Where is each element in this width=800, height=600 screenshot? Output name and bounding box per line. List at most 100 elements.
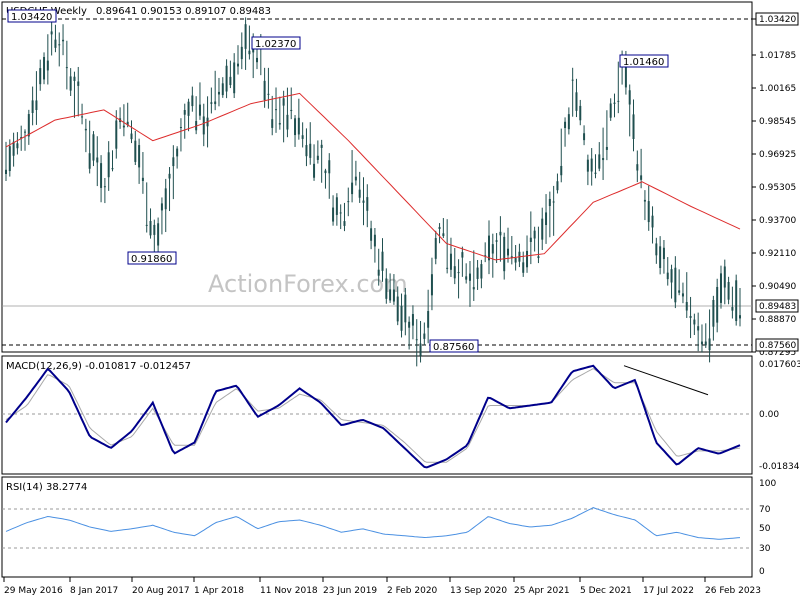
price-annotations: 1.03420 1.02370 0.91860 0.87560 1.01460 <box>7 9 669 353</box>
x-tick-label: 23 Jun 2019 <box>323 586 377 596</box>
low-price-label-box <box>755 338 799 352</box>
candle-body <box>564 121 567 129</box>
macd-y-tick-label: 0.00 <box>759 410 779 420</box>
candle-body <box>643 199 646 202</box>
candle-body <box>58 44 61 46</box>
candle-body <box>282 98 285 106</box>
candle-body <box>271 119 274 128</box>
candle-body <box>153 224 156 235</box>
candle-body <box>678 290 681 293</box>
candle-body <box>8 146 11 172</box>
candle-body <box>529 237 532 242</box>
candle-body <box>522 262 525 273</box>
annotation-box <box>619 54 669 68</box>
candle-body <box>305 145 308 157</box>
candle-body <box>46 60 49 71</box>
candle-body <box>411 314 414 326</box>
rsi-y-tick-label: 50 <box>759 524 771 534</box>
candle-body <box>434 238 437 259</box>
candle-body <box>373 234 376 247</box>
candle-body <box>579 105 582 121</box>
candle-body <box>662 247 665 260</box>
candle-body <box>332 207 335 222</box>
candle-body <box>461 252 464 258</box>
candle-body <box>571 79 574 81</box>
candle-body <box>24 131 27 133</box>
candle-body <box>354 176 357 181</box>
watermark: ActionForex.com <box>208 270 408 298</box>
x-tick-label: 1 Apr 2018 <box>194 586 244 596</box>
candle-body <box>381 251 384 271</box>
candle-body <box>358 189 361 198</box>
candle-body <box>160 203 163 211</box>
annotation-label: 1.01460 <box>623 57 664 68</box>
candle-body <box>351 182 354 195</box>
candle-body <box>427 311 430 328</box>
candle-body <box>423 333 426 339</box>
x-tick-label: 26 Feb 2023 <box>705 586 761 596</box>
candle-body <box>613 102 616 104</box>
candle-body <box>514 258 517 263</box>
candle-body <box>168 173 171 179</box>
candle-body <box>347 201 350 203</box>
candle-body <box>225 65 228 92</box>
candle-body <box>62 39 65 42</box>
candle-body <box>537 256 540 259</box>
candle-body <box>468 273 471 281</box>
candle-body <box>229 76 232 86</box>
low-price-label: 0.87560 <box>759 341 796 351</box>
macd-title: MACD(12,26,9) -0.010817 -0.012457 <box>6 361 191 372</box>
candle-body <box>149 220 152 236</box>
candle-body <box>719 273 722 303</box>
x-tick-label: 20 Aug 2017 <box>132 586 190 596</box>
candle-body <box>624 64 627 88</box>
annotation-label: 1.03420 <box>11 12 52 23</box>
candle-body <box>442 233 445 237</box>
macd-y-tick-label: 0.017603 <box>759 360 800 370</box>
candle-body <box>324 170 327 174</box>
y-tick-label: 0.90490 <box>759 282 796 292</box>
candle-body <box>389 289 392 301</box>
candle-body <box>731 307 734 311</box>
candle-body <box>50 31 53 35</box>
candle-body <box>244 24 247 49</box>
candle-body <box>617 100 620 102</box>
candle-body <box>320 144 323 148</box>
candle-body <box>256 57 259 63</box>
y-tick-label: 0.92110 <box>759 249 796 259</box>
annotation-label: 0.91860 <box>131 254 172 265</box>
candle-body <box>286 114 289 130</box>
candle-body <box>278 123 281 125</box>
candle-body <box>103 186 106 188</box>
candle-body <box>446 267 449 269</box>
candle-body <box>693 319 696 325</box>
candle-body <box>191 95 194 107</box>
candle-body <box>666 272 669 280</box>
candle-body <box>552 201 555 203</box>
candle-body <box>31 100 34 114</box>
rsi-title: RSI(14) 38.2774 <box>6 482 87 493</box>
candle-body <box>343 221 346 226</box>
candle-body <box>628 90 631 105</box>
annotation-label: 0.87560 <box>433 342 474 353</box>
x-tick-label: 13 Sep 2020 <box>450 586 507 596</box>
price-panel-border <box>1 1 753 353</box>
candle-body <box>583 133 586 141</box>
x-tick-label: 29 May 2016 <box>4 586 63 596</box>
candle-body <box>430 274 433 296</box>
candle-body <box>541 218 544 240</box>
candle-body <box>377 269 380 276</box>
candle-body <box>263 80 266 101</box>
candle-body <box>548 198 551 207</box>
candle-body <box>69 76 72 91</box>
candle-body <box>674 267 677 303</box>
candle-body <box>275 109 278 111</box>
candle-body <box>157 223 160 246</box>
candle-body <box>640 175 643 180</box>
candle-body <box>43 56 46 80</box>
candle-body <box>12 141 15 156</box>
ma-line <box>5 92 741 261</box>
candle-body <box>179 127 182 129</box>
ohlc-values: 0.89641 0.90153 0.89107 0.89483 <box>96 6 271 17</box>
candle-body <box>735 280 738 322</box>
